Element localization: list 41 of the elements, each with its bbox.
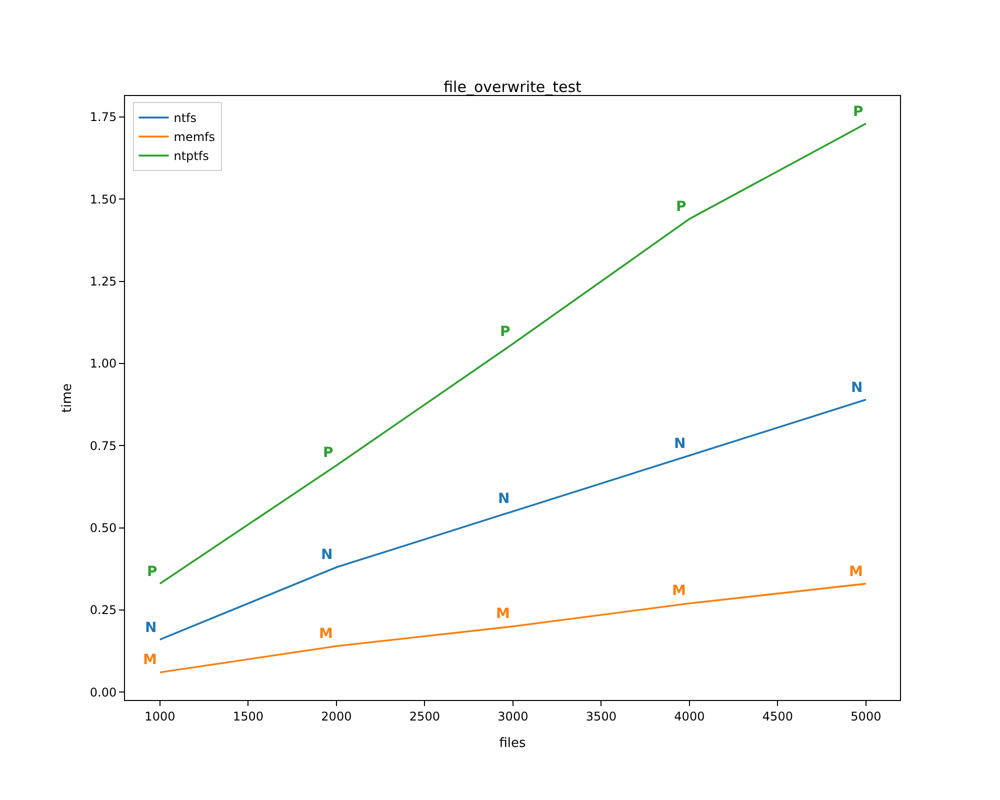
y-tick-label: 1.75 <box>90 110 117 124</box>
x-tick-label: 1500 <box>232 709 264 724</box>
legend-label: ntptfs <box>174 149 209 164</box>
x-tick-label: 5000 <box>850 709 882 724</box>
data-label: N <box>851 380 863 396</box>
y-tick-label: 0.75 <box>90 438 117 453</box>
data-label: M <box>496 606 510 622</box>
chart-title: file_overwrite_test <box>444 78 582 96</box>
legend-label: ntfs <box>174 111 197 126</box>
y-tick-label: 0.00 <box>90 685 117 700</box>
y-axis-title: time <box>60 383 75 413</box>
data-label: M <box>672 583 686 599</box>
x-tick-label: 4500 <box>762 709 793 724</box>
x-tick-label: 2500 <box>409 709 440 724</box>
x-tick-label: 1000 <box>144 709 176 724</box>
y-tick-label: 0.50 <box>90 521 117 535</box>
y-tick-label: 1.25 <box>90 274 117 289</box>
y-tick-label: 1.50 <box>90 192 117 206</box>
legend-label: memfs <box>174 130 215 144</box>
data-label: N <box>674 436 686 452</box>
data-label: P <box>676 199 686 215</box>
x-tick-label: 3000 <box>498 709 528 724</box>
data-label: N <box>321 547 333 563</box>
y-tick-label: 0.25 <box>90 603 117 618</box>
line-series <box>159 122 867 585</box>
data-label: N <box>498 491 510 507</box>
x-tick-label: 3500 <box>586 709 616 724</box>
line-series <box>159 398 867 640</box>
x-axis-title: files <box>499 736 526 751</box>
data-label: P <box>500 324 510 340</box>
x-tick-label: 4000 <box>674 709 705 724</box>
data-label: M <box>849 564 863 580</box>
data-label: P <box>853 104 864 120</box>
data-label: P <box>323 445 334 461</box>
x-tick-label: 2000 <box>321 709 352 724</box>
line-series <box>159 582 867 674</box>
y-tick-label: 1.00 <box>90 356 117 371</box>
data-label: P <box>147 564 158 580</box>
data-label: M <box>143 652 157 668</box>
data-label: M <box>319 626 333 642</box>
data-label: N <box>145 620 157 636</box>
